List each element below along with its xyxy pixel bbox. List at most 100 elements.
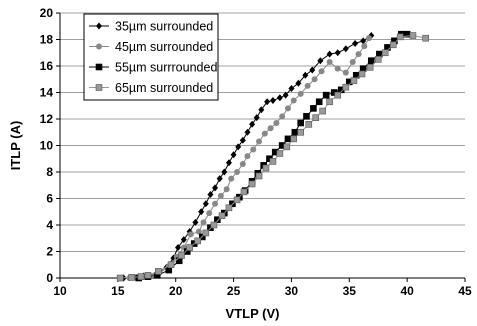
legend-label: 65µm surrounded <box>115 81 213 95</box>
data-point <box>239 136 246 144</box>
data-point <box>187 231 194 238</box>
data-point <box>326 59 333 66</box>
data-point <box>244 128 251 136</box>
data-point <box>175 244 182 252</box>
y-tick-label: 20 <box>40 6 54 20</box>
data-point <box>334 91 342 99</box>
data-point <box>212 184 219 192</box>
legend-marker <box>96 22 102 30</box>
x-tick-label: 30 <box>285 284 299 298</box>
data-point <box>210 221 218 229</box>
data-point <box>273 119 280 126</box>
data-point <box>155 268 162 275</box>
data-series <box>116 30 429 282</box>
data-point <box>361 43 368 50</box>
legend-label: 45µm surrounded <box>115 40 213 54</box>
data-point <box>326 50 333 58</box>
y-tick-label: 14 <box>40 86 54 100</box>
data-point <box>239 161 246 168</box>
data-point <box>249 120 256 128</box>
data-point <box>250 146 257 153</box>
x-tick-label: 40 <box>400 284 414 298</box>
y-tick-label: 8 <box>46 165 53 179</box>
data-point <box>283 143 291 151</box>
data-point <box>291 128 299 136</box>
x-tick-label: 10 <box>53 284 67 298</box>
data-point <box>295 79 302 87</box>
data-point <box>195 228 202 235</box>
data-point <box>253 114 260 122</box>
data-point <box>334 65 341 72</box>
data-point <box>358 70 366 78</box>
legend-box <box>83 13 219 101</box>
data-point <box>255 172 263 180</box>
x-tick-label: 45 <box>458 284 472 298</box>
data-point <box>221 168 228 176</box>
data-point <box>422 34 429 42</box>
y-tick-label: 10 <box>40 139 54 153</box>
data-point <box>310 105 317 112</box>
data-point <box>198 208 205 216</box>
data-point <box>342 45 349 53</box>
data-point <box>290 97 297 104</box>
data-point <box>312 114 320 121</box>
data-point <box>317 57 324 65</box>
data-point <box>144 272 152 279</box>
data-point <box>262 164 270 172</box>
data-point <box>167 261 175 269</box>
x-tick-label: 20 <box>169 284 183 298</box>
x-tick-label: 15 <box>111 284 125 298</box>
data-point <box>311 76 318 83</box>
data-point <box>235 143 242 151</box>
data-point <box>234 169 241 175</box>
data-point <box>233 196 241 204</box>
data-point <box>309 66 316 74</box>
data-point <box>192 218 199 226</box>
data-point <box>365 35 372 42</box>
data-point <box>267 125 274 132</box>
legend-label: 35µm surrounded <box>115 20 213 34</box>
data-point <box>225 204 233 212</box>
data-point <box>186 244 193 251</box>
data-point <box>128 274 136 281</box>
data-point <box>200 219 207 226</box>
data-point <box>305 121 313 128</box>
data-point <box>318 68 325 75</box>
y-axis-title: ITLP (A) <box>8 121 23 171</box>
data-point <box>288 85 295 93</box>
data-point <box>355 51 362 58</box>
data-point <box>350 77 358 84</box>
data-point <box>223 186 230 193</box>
data-point <box>276 150 284 157</box>
y-tick-label: 4 <box>46 218 53 232</box>
x-tick-label: 25 <box>227 284 241 298</box>
data-point <box>258 106 265 114</box>
data-point <box>396 33 404 41</box>
data-point <box>360 37 367 45</box>
data-point <box>202 229 210 237</box>
legend-entry: 55µm surrrounded <box>89 61 217 75</box>
data-point <box>206 210 213 217</box>
data-point <box>178 252 185 259</box>
y-tick-labels: 0 2 4 6 8 10 12 14 16 18 20 <box>40 6 54 285</box>
data-point <box>264 98 271 106</box>
data-point <box>303 113 310 120</box>
y-tick-label: 0 <box>46 271 53 285</box>
data-point <box>244 153 251 160</box>
data-point <box>212 200 219 207</box>
data-point <box>334 49 341 57</box>
data-point <box>297 128 304 136</box>
data-point <box>256 138 263 145</box>
data-point <box>352 39 359 47</box>
data-point <box>389 41 397 49</box>
data-point <box>342 83 350 91</box>
legend-entry: 35µm surrounded <box>89 20 213 34</box>
data-point <box>116 274 124 282</box>
y-tick-label: 16 <box>40 59 54 73</box>
data-point <box>214 216 221 223</box>
data-point <box>349 59 356 66</box>
data-point <box>228 175 235 182</box>
data-point <box>302 71 309 79</box>
data-point <box>326 98 333 106</box>
